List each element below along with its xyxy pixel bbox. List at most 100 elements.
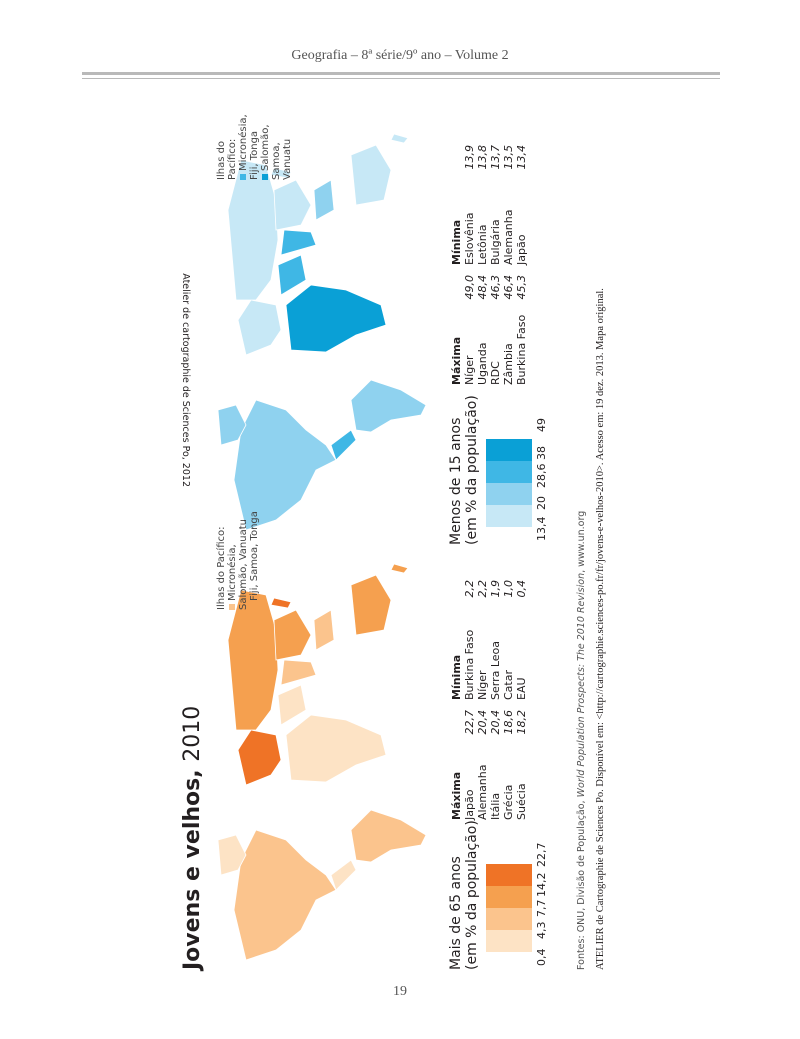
min-15-country: Eslovênia	[463, 212, 476, 265]
map-under-15	[217, 133, 427, 531]
rotated-figure: Jovens e velhos, 2010 Ilhas do Pacífico:…	[180, 100, 650, 970]
region-15-europe	[237, 299, 282, 356]
min-65-value: 1,0	[502, 580, 515, 598]
min-65-value: 2,2	[476, 580, 489, 598]
min-65-row: Serra Leoa 1,9	[489, 580, 502, 700]
region-65-australia	[350, 574, 392, 636]
min-15-value: 13,7	[489, 145, 502, 170]
max-65-row: Suécia 18,2	[515, 710, 528, 820]
max-65-country: Japão	[463, 789, 476, 820]
max-header-15: Máxima	[450, 336, 463, 385]
max-65-country: Grécia	[502, 784, 515, 820]
max-65-country: Suécia	[515, 783, 528, 820]
max-15-row: Níger 49,0	[463, 275, 476, 385]
min-65-value: 2,2	[463, 580, 476, 598]
legend-swatch-65-1	[486, 930, 532, 952]
max-65-row: Japão 22,7	[463, 710, 476, 820]
max-15-row: RDC 46,3	[489, 275, 502, 385]
legend-swatch-15-3	[486, 461, 532, 483]
min-15-country: Alemanha	[502, 209, 515, 266]
region-65-south-asia	[280, 659, 317, 686]
max-15-country: Zâmbia	[502, 343, 515, 385]
tick-15-2: 28,6	[535, 463, 548, 489]
min-15-country: Bulgária	[489, 219, 502, 265]
tick-65-4: 22,7	[535, 842, 548, 868]
tick-65-0: 0,4	[535, 948, 548, 967]
tick-65-1: 4,3	[535, 921, 548, 940]
pacific-entry-15-b: Salomão, Samoa, Vanuatu	[260, 124, 293, 180]
max-15-country: Uganda	[476, 342, 489, 385]
max-15-value: 45,3	[515, 275, 528, 300]
min-15-value: 13,8	[476, 145, 489, 170]
tick-65-3: 14,2	[535, 872, 548, 898]
region-65-africa	[285, 714, 387, 783]
max-15-country: Níger	[463, 355, 476, 385]
legend-swatch-15-2	[486, 483, 532, 505]
region-15-new-zealand	[390, 133, 409, 144]
region-65-east-asia	[273, 609, 312, 661]
region-15-middle-east	[277, 254, 307, 296]
region-15-north-america	[233, 399, 337, 531]
legend-swatch-65-3	[486, 886, 532, 908]
max-table-65: Máxima Japão 22,7 Alemanha 20,4 Itália 20,4 Gr…	[450, 710, 528, 820]
pacific-entry-65-b: Fiji, Samoa, Tonga	[249, 511, 260, 601]
min-15-value: 13,9	[463, 145, 476, 170]
min-15-row: Bulgária 13,7	[489, 145, 502, 265]
min-65-country: Catar	[502, 670, 515, 700]
min-65-row: Catar 1,0	[502, 580, 515, 700]
region-15-africa	[285, 284, 387, 353]
min-header-65: Mínima	[450, 654, 463, 700]
max-header-65: Máxima	[450, 771, 463, 820]
region-65-south-america	[350, 809, 427, 863]
region-15-east-asia	[273, 179, 312, 231]
max-15-value: 49,0	[463, 275, 476, 300]
legend-title-15-line2: (em % da população)	[464, 395, 480, 545]
region-15-south-america	[350, 379, 427, 433]
atelier-citation: ATELIER de Cartographie de Sciences Po. …	[595, 288, 606, 970]
min-15-value: 13,5	[502, 145, 515, 170]
figure-title: Jovens e velhos, 2010	[180, 706, 205, 970]
tick-15-3: 38	[535, 446, 548, 460]
title-text: Jovens e velhos,	[180, 769, 205, 970]
min-15-value: 13,4	[515, 145, 528, 170]
min-65-country: Serra Leoa	[489, 640, 502, 700]
max-15-row: Zâmbia 46,4	[502, 275, 515, 385]
min-15-row: Eslovênia 13,9	[463, 145, 476, 265]
region-65-europe	[237, 729, 282, 786]
region-15-greenland	[217, 404, 247, 446]
min-table-65: Mínima Burkina Faso 2,2 Níger 2,2 Serra Leoa…	[450, 580, 528, 700]
max-15-row: Burkina Faso 45,3	[515, 275, 528, 385]
legend-swatch-15-4	[486, 439, 532, 461]
max-65-value: 18,2	[515, 710, 528, 735]
header-rule-thin	[82, 78, 720, 79]
region-15-japan	[270, 167, 292, 179]
region-65-central-america	[330, 859, 357, 891]
tick-65-2: 7,7	[535, 899, 548, 918]
region-15-south-asia	[280, 229, 317, 256]
min-15-country: Letônia	[476, 224, 489, 265]
legend-title-65-line1: Mais de 65 anos	[448, 856, 464, 970]
max-15-value: 46,3	[489, 275, 502, 300]
max-15-value: 46,4	[502, 275, 515, 300]
region-65-middle-east	[277, 684, 307, 726]
pacific-note-65: Ilhas do Pacífico: Micronésia, Salomão, …	[216, 510, 260, 610]
pacific-swatch-65-a	[229, 604, 235, 610]
map-over-65	[217, 563, 427, 961]
pacific-title-15: Ilhas do Pacífico:	[216, 138, 238, 180]
max-15-row: Uganda 48,4	[476, 275, 489, 385]
pacific-title-65: Ilhas do Pacífico:	[216, 526, 227, 611]
title-year: 2010	[180, 705, 205, 762]
min-table-15: Mínima Eslovênia 13,9 Letônia 13,8 Bulgária 1…	[450, 145, 528, 265]
tick-15-0: 13,4	[535, 516, 548, 542]
max-15-value: 48,4	[476, 275, 489, 300]
tick-15-4: 49	[535, 418, 548, 432]
min-header-15: Mínima	[450, 219, 463, 265]
region-65-southeast-asia	[313, 609, 335, 651]
pacific-swatch-15-a	[240, 174, 246, 180]
legend-swatches-65	[486, 864, 536, 952]
legend-swatches-15	[486, 439, 536, 527]
sources-italic: World Population Prospects: The 2010 Rev…	[576, 572, 587, 798]
max-65-value: 22,7	[463, 710, 476, 735]
region-65-japan	[270, 597, 292, 609]
region-65-greenland	[217, 834, 247, 876]
